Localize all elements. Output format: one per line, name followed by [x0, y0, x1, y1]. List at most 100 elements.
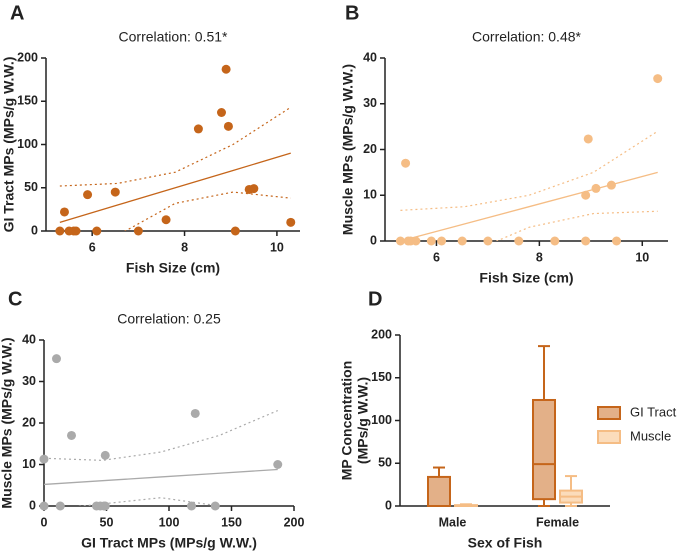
- fit-line: [44, 468, 278, 486]
- point: [286, 217, 296, 227]
- point: [653, 74, 663, 84]
- point: [161, 215, 171, 225]
- x-tick-label: 8: [536, 250, 543, 264]
- y-tick-label: 40: [22, 332, 36, 346]
- y-tick-label: 100: [371, 413, 392, 427]
- y-tick-label: 0: [370, 233, 377, 247]
- point: [395, 236, 405, 246]
- point: [110, 187, 120, 197]
- y-tick-label: 20: [22, 415, 36, 429]
- legend-label: GI Tract: [630, 404, 677, 419]
- ci-upper: [44, 409, 278, 461]
- x-tick-label: 100: [159, 515, 180, 529]
- chart-title: Correlation: 0.25: [117, 311, 221, 327]
- box: [532, 398, 556, 501]
- x-tick-label: 6: [89, 240, 96, 254]
- y-tick-label: 200: [371, 327, 392, 341]
- point: [221, 64, 231, 74]
- y-tick-label: 150: [371, 370, 392, 384]
- point: [193, 124, 203, 134]
- point: [457, 236, 467, 246]
- panel-letter: A: [10, 2, 24, 24]
- point: [411, 236, 421, 246]
- x-tick-label: 200: [284, 515, 305, 529]
- y-tick-label: 20: [363, 142, 377, 156]
- panel-letter: B: [345, 2, 359, 24]
- x-tick-label: 10: [635, 250, 649, 264]
- chart-title: Correlation: 0.48*: [472, 29, 582, 45]
- x-tick-label: Male: [439, 515, 467, 529]
- point: [606, 180, 616, 190]
- x-axis-label: Sex of Fish: [468, 535, 543, 551]
- x-tick-label: 10: [270, 240, 284, 254]
- panel-letter: D: [368, 288, 382, 310]
- point: [612, 236, 622, 246]
- panel-letter: C: [8, 288, 22, 310]
- point: [426, 236, 436, 246]
- x-tick-label: 50: [100, 515, 114, 529]
- y-tick-label: 30: [363, 96, 377, 110]
- point: [39, 501, 49, 511]
- fit-line: [59, 152, 291, 223]
- ci-lower: [495, 210, 658, 241]
- legend-swatch: [597, 430, 621, 444]
- point: [190, 408, 200, 418]
- y-tick-label: 100: [17, 137, 38, 151]
- x-tick-label: 6: [433, 250, 440, 264]
- y-axis-label: Muscle MPs (MPs/g W.W.): [0, 337, 15, 508]
- point: [100, 450, 110, 460]
- point: [581, 236, 591, 246]
- y-tick-label: 30: [22, 374, 36, 388]
- point: [591, 183, 601, 193]
- x-tick-label: 0: [41, 515, 48, 529]
- point: [210, 501, 220, 511]
- point: [52, 354, 61, 364]
- point: [100, 501, 110, 511]
- point: [83, 190, 93, 200]
- point: [437, 236, 447, 246]
- box: [427, 475, 451, 507]
- y-tick-label: 40: [363, 50, 377, 64]
- ci-lower: [124, 191, 291, 231]
- point: [514, 236, 524, 246]
- point: [273, 460, 283, 469]
- y-tick-label: 50: [378, 456, 392, 470]
- point: [401, 158, 411, 168]
- y-tick-label: 0: [29, 498, 36, 512]
- y-tick-label: 0: [31, 223, 38, 237]
- y-tick-label: 10: [363, 188, 377, 202]
- point: [583, 134, 593, 144]
- point: [187, 501, 196, 511]
- ci-upper: [59, 106, 292, 187]
- y-tick-label: 50: [24, 180, 38, 194]
- point: [67, 430, 76, 440]
- ci-upper: [400, 130, 659, 211]
- x-axis-label: Fish Size (cm): [479, 270, 573, 286]
- point: [550, 236, 560, 246]
- point: [216, 107, 226, 117]
- y-tick-label: 10: [22, 457, 36, 471]
- point: [223, 121, 233, 131]
- point: [92, 226, 102, 236]
- chart-title: Correlation: 0.51*: [119, 29, 229, 45]
- x-tick-label: 8: [181, 240, 188, 254]
- y-axis-label: GI Tract MPs (MPs/g W.W.): [1, 57, 17, 233]
- point: [483, 236, 493, 246]
- point: [39, 454, 49, 464]
- point: [249, 184, 259, 194]
- point: [581, 190, 591, 200]
- x-tick-label: Female: [536, 515, 579, 529]
- point: [59, 207, 69, 217]
- y-tick-label: 0: [385, 498, 392, 512]
- y-axis-label: Muscle MPs (MPs/g W.W.): [340, 64, 356, 235]
- y-tick-label: 200: [17, 50, 38, 64]
- y-axis-label: MP Concentration: [339, 361, 355, 481]
- point: [55, 226, 65, 236]
- point: [230, 226, 240, 236]
- point: [55, 501, 65, 511]
- y-axis-label: (MPs/g W.W.): [355, 377, 371, 464]
- x-axis-label: Fish Size (cm): [126, 260, 220, 276]
- x-axis-label: GI Tract MPs (MPs/g W.W.): [81, 535, 257, 551]
- point: [71, 226, 81, 236]
